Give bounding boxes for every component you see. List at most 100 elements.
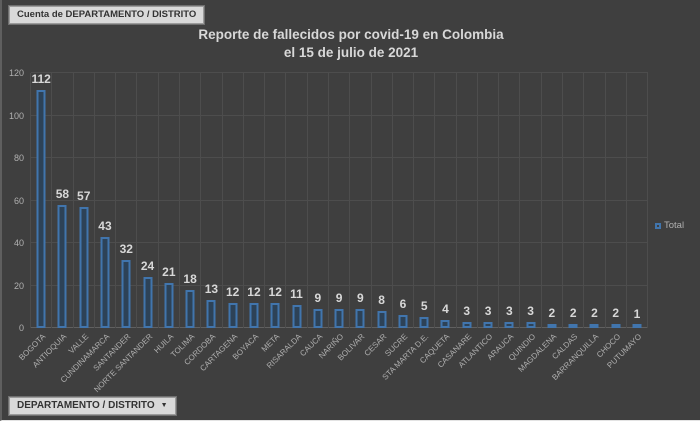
bar-cell: 12 CARTAGENA xyxy=(198,73,244,373)
bar-value-label: 12 xyxy=(247,284,261,299)
gridline xyxy=(31,284,648,286)
chart-title-line1: Reporte de fallecidos por covid-19 en Co… xyxy=(198,27,504,42)
bar-cell: 2 MAGDALENA xyxy=(516,73,564,374)
bar[interactable] xyxy=(504,321,514,328)
bar[interactable] xyxy=(143,277,153,328)
bar[interactable] xyxy=(79,206,89,328)
bar-cell: 21 HUILA xyxy=(152,73,180,355)
bar-value-label: 11 xyxy=(290,286,303,301)
bar-value-label: 12 xyxy=(225,284,240,299)
bar-value-label: 2 xyxy=(548,305,556,320)
chart-title-line2: el 15 de julio de 2021 xyxy=(283,45,419,60)
bar-cell: 24 NORTE SANTANDER xyxy=(92,73,159,394)
bar-cell: 9 NARIÑO xyxy=(317,73,351,360)
bar-cell: 4 CAQUETA xyxy=(419,73,457,365)
bar-cell: 3 ATLANTICO xyxy=(457,73,500,370)
gridline xyxy=(31,114,648,116)
bar[interactable] xyxy=(313,308,323,328)
bar[interactable] xyxy=(57,204,67,328)
bar-value-label: 112 xyxy=(31,72,51,86)
bar-value-label: 32 xyxy=(119,242,133,256)
gridline xyxy=(31,72,648,73)
gridline xyxy=(31,242,648,243)
bar-value-label: 21 xyxy=(162,265,176,280)
y-tick-label: 0 xyxy=(18,323,24,333)
y-tick-label: 40 xyxy=(13,238,24,248)
bar[interactable] xyxy=(206,300,216,328)
bar-value-label: 57 xyxy=(77,188,91,203)
bar-cell: 3 ARAUCA xyxy=(486,73,521,362)
bar-cell: 57 VALLE xyxy=(67,73,95,356)
bar-value-label: 3 xyxy=(484,303,492,318)
bar-cell: 9 BOLIVAR xyxy=(336,73,372,362)
bar[interactable] xyxy=(568,323,578,328)
bar-value-label: 13 xyxy=(204,282,219,297)
bar[interactable] xyxy=(632,324,642,328)
bar-cell: 43 CUNDINAMARCA xyxy=(59,73,117,385)
bar[interactable] xyxy=(611,323,621,328)
bar[interactable] xyxy=(121,260,131,328)
pivot-field-button[interactable]: Cuenta de DEPARTAMENTO / DISTRITO xyxy=(9,6,205,24)
gridline xyxy=(31,199,648,201)
bar[interactable] xyxy=(377,311,387,328)
y-tick-label: 120 xyxy=(8,68,24,78)
bar-value-label: 2 xyxy=(591,305,598,320)
bar-cell: 12 META xyxy=(260,73,287,354)
bar[interactable] xyxy=(249,302,259,328)
bar[interactable] xyxy=(228,302,238,328)
bar-value-label: 1 xyxy=(633,307,641,321)
bar[interactable] xyxy=(164,283,174,328)
gridline xyxy=(31,157,648,158)
bar-value-label: 3 xyxy=(527,303,534,318)
y-tick-label: 80 xyxy=(13,153,24,163)
bar-value-label: 43 xyxy=(98,218,112,233)
bar-cell: 11 RISARALDA xyxy=(264,73,308,370)
bar[interactable] xyxy=(526,321,536,328)
bar-value-label: 58 xyxy=(55,186,70,201)
bar-value-label: 4 xyxy=(442,301,449,316)
bar[interactable] xyxy=(355,308,365,328)
bar-value-label: 24 xyxy=(140,259,155,273)
plot-area: 112 BOGOTA 58 ANTIOQUIA 57 VALLE 43 CUNDINAMARC… xyxy=(17,72,649,394)
bar[interactable] xyxy=(185,289,195,328)
bar-value-label: 2 xyxy=(612,305,620,320)
bar-value-label: 5 xyxy=(420,299,428,314)
bar-cell: 9 CAUCA xyxy=(298,73,329,358)
y-tick-label: 60 xyxy=(13,195,24,206)
bar[interactable] xyxy=(589,323,599,328)
chart-title: Reporte de fallecidos por covid-19 en Co… xyxy=(2,26,700,62)
bar[interactable] xyxy=(36,90,46,328)
bar[interactable] xyxy=(483,321,493,328)
bar[interactable] xyxy=(100,236,110,328)
dropdown-arrow-icon: ▼ xyxy=(160,402,168,409)
bar-value-label: 9 xyxy=(357,290,364,305)
bar-cell: 12 BOYACA xyxy=(231,73,266,362)
bar-cell: 18 TOLIMA xyxy=(169,73,202,359)
bar-value-label: 8 xyxy=(378,293,385,307)
bar[interactable] xyxy=(440,319,450,328)
bar[interactable] xyxy=(419,317,429,328)
bar-cell: 6 SUCRE xyxy=(383,73,415,358)
bar-cell: 3 CASANARE xyxy=(436,73,478,369)
bar-cell: 32 SANTANDER xyxy=(92,73,138,373)
bar[interactable] xyxy=(270,302,280,328)
bar-value-label: 18 xyxy=(183,271,197,286)
pivot-field-button-label: Cuenta de DEPARTAMENTO / DISTRITO xyxy=(17,9,197,20)
bar-value-label: 12 xyxy=(268,284,282,299)
bar[interactable] xyxy=(292,304,302,328)
axis-field-filter-button[interactable]: DEPARTAMENTO / DISTRITO ▼ xyxy=(9,397,176,415)
bar-cell: 2 CHOCO xyxy=(595,73,627,359)
bar[interactable] xyxy=(547,323,557,328)
bar-value-label: 9 xyxy=(335,290,343,305)
legend[interactable]: Total xyxy=(655,220,684,231)
bar-cell: 2 BARRANQUILLA xyxy=(551,73,606,382)
legend-series-marker-icon xyxy=(655,222,661,229)
bar[interactable] xyxy=(462,321,472,328)
bar[interactable] xyxy=(398,315,408,328)
bar-cell: 58 ANTIOQUIA xyxy=(31,73,74,369)
bar-value-label: 2 xyxy=(569,305,577,320)
bar-cell: 5 STA MARTA D.E. xyxy=(381,73,436,382)
y-tick-label: 20 xyxy=(13,280,24,291)
bar[interactable] xyxy=(334,308,344,328)
